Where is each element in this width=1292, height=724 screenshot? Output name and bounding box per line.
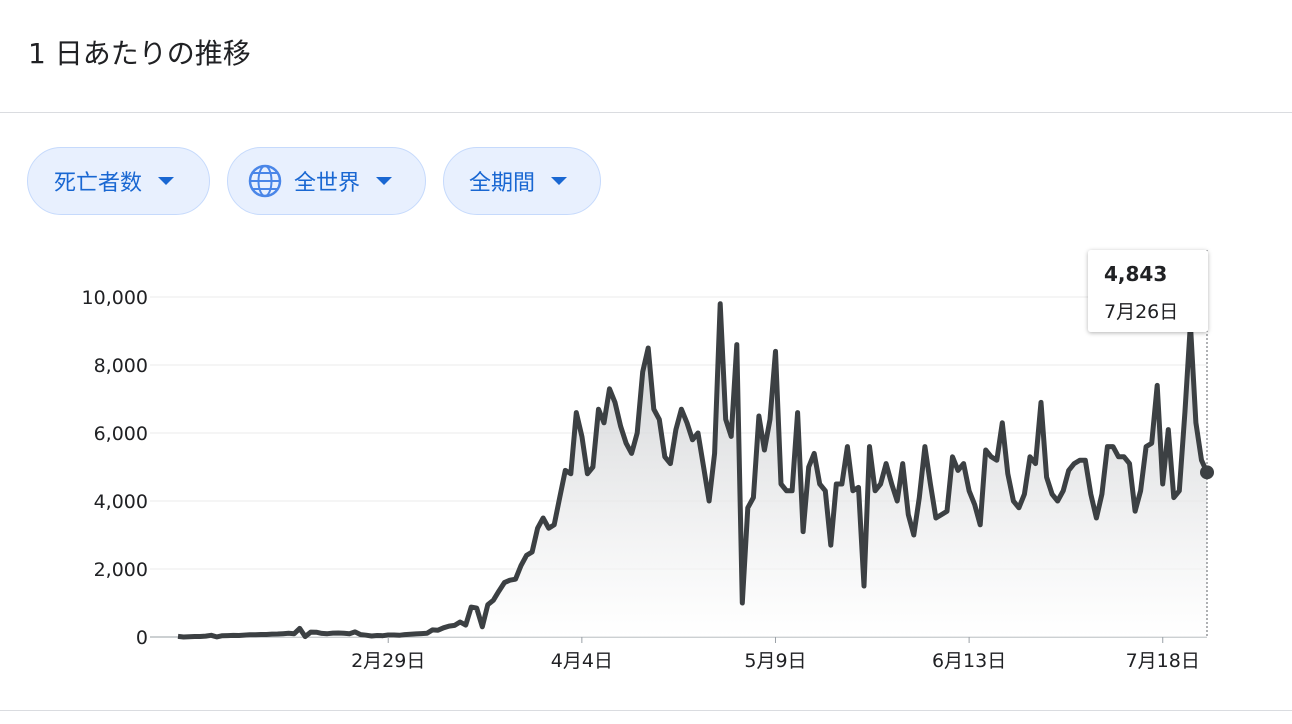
metric-chip[interactable]: 死亡者数	[27, 147, 210, 215]
area-fill	[178, 303, 1207, 637]
chip-label: 全期間	[469, 171, 536, 196]
tooltip-date: 7月26日	[1104, 301, 1178, 323]
x-tick-label: 2月29日	[351, 650, 425, 672]
y-tick-label: 8,000	[94, 355, 148, 377]
y-tick-label: 4,000	[94, 491, 148, 513]
x-tick-label: 6月13日	[932, 650, 1006, 672]
y-tick-label: 0	[136, 627, 148, 649]
divider	[0, 112, 1292, 113]
x-tick-label: 4月4日	[551, 650, 613, 672]
y-tick-label: 10,000	[82, 287, 148, 309]
hover-point	[1200, 465, 1214, 480]
x-tick-label: 7月18日	[1126, 650, 1200, 672]
chip-label: 全世界	[294, 171, 361, 196]
period-chip[interactable]: 全期間	[443, 147, 601, 215]
y-tick-label: 2,000	[94, 559, 148, 581]
tooltip: 4,843 7月26日	[1088, 250, 1208, 332]
divider	[0, 710, 1292, 711]
globe-icon	[248, 164, 282, 198]
region-chip[interactable]: 全世界	[227, 147, 426, 215]
dropdown-arrow	[158, 177, 175, 185]
dropdown-arrow	[551, 177, 568, 185]
dropdown-arrow	[376, 177, 393, 185]
y-tick-label: 6,000	[94, 423, 148, 445]
card-title: 1 日あたりの推移	[28, 37, 251, 70]
line	[177, 301, 1210, 640]
tooltip-box	[1088, 250, 1208, 332]
x-tick-label: 5月9日	[744, 650, 806, 672]
tooltip-value: 4,843	[1104, 262, 1167, 286]
chip-label: 死亡者数	[54, 171, 143, 196]
